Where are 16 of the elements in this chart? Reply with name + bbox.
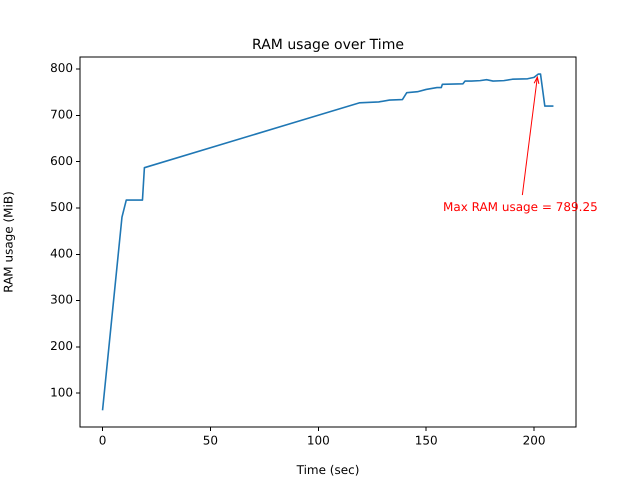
x-tick-label: 200 — [522, 433, 546, 448]
y-tick-label: 800 — [50, 61, 73, 76]
y-tick-label: 500 — [50, 200, 73, 214]
y-tick-label: 100 — [50, 385, 73, 400]
y-tick-label: 300 — [50, 292, 73, 307]
y-tick-label: 200 — [50, 339, 73, 354]
y-tick-label: 400 — [50, 246, 73, 260]
chart-title: RAM usage over Time — [252, 37, 404, 53]
x-axis-title: Time (sec) — [296, 462, 360, 477]
x-tick-label: 150 — [414, 433, 438, 448]
y-tick-label: 600 — [50, 154, 73, 168]
x-tick-label: 100 — [306, 433, 330, 448]
x-tick-label: 0 — [98, 433, 106, 448]
y-axis-title: RAM usage (MiB) — [1, 191, 16, 293]
y-tick-label: 700 — [50, 107, 73, 122]
x-tick-label: 50 — [202, 433, 218, 448]
